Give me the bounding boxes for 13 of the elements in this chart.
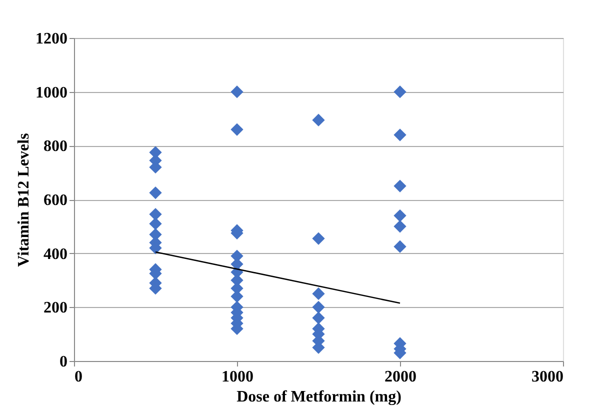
- y-axis-title: Vitamin B12 Levels: [16, 133, 32, 267]
- y-tick-label: 600: [44, 192, 68, 209]
- x-tick-label: 2000: [384, 368, 416, 386]
- y-tick-label: 800: [44, 138, 68, 156]
- y-tick-label: 200: [44, 300, 68, 317]
- y-tick-label: 1000: [36, 84, 68, 102]
- y-tick-label: 1200: [36, 30, 68, 48]
- x-tick-label: 1000: [222, 368, 254, 386]
- y-tick-label: 400: [44, 246, 68, 263]
- y-tick-label: 0: [60, 354, 68, 370]
- x-tick-label: 0: [74, 368, 82, 386]
- x-tick-label: 3000: [532, 368, 564, 386]
- x-axis-title: Dose of Metformin (mg): [236, 388, 402, 406]
